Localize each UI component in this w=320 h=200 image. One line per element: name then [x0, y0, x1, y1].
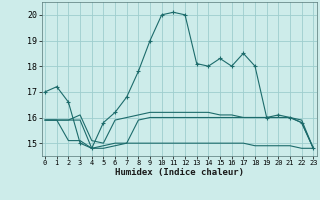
X-axis label: Humidex (Indice chaleur): Humidex (Indice chaleur): [115, 168, 244, 177]
